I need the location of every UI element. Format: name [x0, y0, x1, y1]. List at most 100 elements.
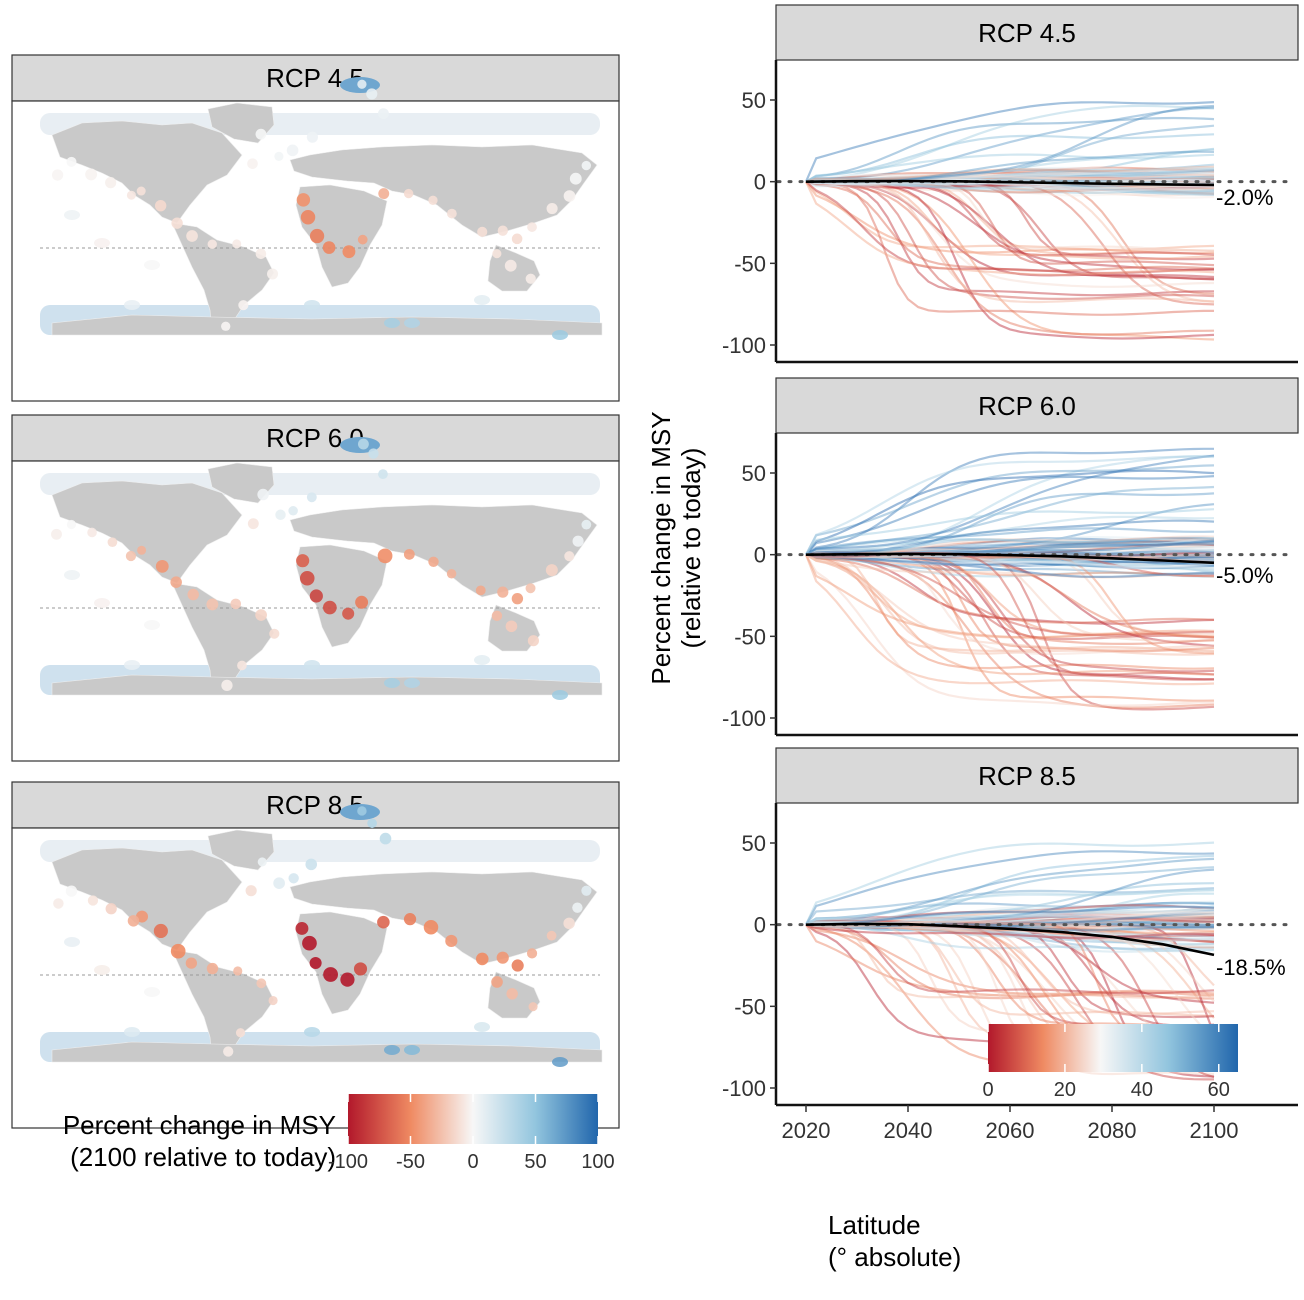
- coastal-cell: [309, 589, 323, 603]
- coastal-cell: [563, 917, 575, 930]
- stock-trajectory-line: [805, 922, 1215, 942]
- stock-trajectory-line: [805, 173, 1215, 184]
- ocean-cell: [404, 1045, 420, 1055]
- stock-trajectory-line: [805, 165, 1215, 183]
- chart-series-group: [804, 447, 1215, 711]
- stock-trajectory-line: [805, 166, 1215, 183]
- stock-trajectory-line: [805, 180, 1215, 341]
- msy-change-legend: Percent change in MSY (2100 relative to …: [63, 1094, 615, 1173]
- stock-trajectory-line: [805, 553, 1215, 567]
- ocean-cell: [94, 598, 110, 608]
- stock-trajectory-line: [805, 911, 1215, 928]
- coastal-cell: [232, 239, 242, 249]
- stock-trajectory-line: [804, 554, 1215, 686]
- coastal-cell: [255, 248, 267, 260]
- stock-trajectory-line: [805, 180, 1215, 336]
- land-mass: [295, 544, 388, 648]
- stock-trajectory-line: [805, 553, 1215, 670]
- ocean-cell: [384, 318, 400, 328]
- mean-end-label: -18.5%: [1216, 955, 1286, 980]
- land-mass: [171, 949, 275, 1063]
- coastal-cell: [527, 222, 537, 232]
- stock-trajectory-line: [805, 179, 1215, 190]
- stock-trajectory-line: [805, 179, 1215, 193]
- y-axis-label-line2: (relative to today): [676, 448, 706, 649]
- coastal-cell: [66, 156, 77, 167]
- coastal-cell: [322, 600, 337, 615]
- coastal-cell: [268, 995, 278, 1006]
- stock-trajectory-line: [805, 553, 1215, 624]
- coastal-cell: [378, 108, 389, 120]
- coastal-cell: [525, 273, 536, 284]
- msy-legend-title-line2: (2100 relative to today): [70, 1142, 336, 1172]
- msy-legend-colorbar: [348, 1094, 598, 1144]
- coastal-cell: [296, 193, 311, 207]
- coastal-cell: [511, 233, 523, 245]
- coastal-cell: [572, 535, 584, 547]
- stock-trajectory-line: [805, 553, 1215, 570]
- stock-trajectory-line: [805, 454, 1214, 556]
- stock-trajectory-line: [805, 912, 1215, 926]
- map-panel: RCP 6.0: [11, 414, 620, 762]
- ocean-cell: [552, 690, 568, 700]
- coastal-cell: [127, 915, 140, 927]
- coastal-cell: [171, 217, 183, 229]
- stock-trajectory-line: [806, 921, 1215, 933]
- coastal-cell: [569, 172, 582, 185]
- coastal-cell: [275, 509, 286, 520]
- stock-trajectory-line: [805, 170, 1214, 183]
- stock-trajectory-line: [805, 553, 1215, 656]
- stock-trajectory-line: [805, 553, 1215, 676]
- legend-tick-label: -100: [328, 1151, 368, 1173]
- coastal-cell: [136, 186, 146, 196]
- stock-trajectory-line: [805, 909, 1215, 926]
- coastal-cell: [366, 88, 378, 100]
- stock-trajectory-line: [805, 907, 1215, 926]
- coastal-cell: [497, 225, 508, 236]
- coastal-cell: [379, 832, 392, 845]
- stock-trajectory-line: [805, 147, 1215, 183]
- coastal-cell: [238, 300, 249, 311]
- x-tick-label: 2100: [1190, 1118, 1239, 1143]
- stock-trajectory-line: [805, 553, 1215, 651]
- stock-trajectory-line: [805, 921, 1215, 1019]
- world-map: [40, 77, 603, 340]
- stock-trajectory-line: [805, 177, 1215, 185]
- x-tick-label: 2080: [1088, 1118, 1137, 1143]
- coastal-cell: [322, 241, 336, 254]
- land-mass: [51, 120, 243, 224]
- stock-trajectory-line: [805, 464, 1215, 556]
- ocean-cell: [304, 300, 320, 310]
- stock-trajectory-line: [806, 180, 1214, 316]
- stock-trajectory-line: [805, 922, 1215, 995]
- y-tick-label: -50: [734, 624, 766, 649]
- stock-trajectory-line: [805, 180, 1215, 194]
- ocean-cell: [404, 318, 420, 328]
- y-tick-label: -100: [722, 706, 766, 731]
- coastal-cell: [269, 628, 280, 639]
- coastal-cell: [87, 527, 97, 538]
- legend-tick-label: -50: [396, 1151, 425, 1173]
- coastal-cell: [206, 962, 219, 975]
- ocean-cell: [94, 965, 110, 975]
- legend-tick-label: 20: [1054, 1079, 1076, 1101]
- ocean-cell: [552, 1057, 568, 1067]
- stock-trajectory-line: [805, 550, 1215, 558]
- ocean-cell: [474, 655, 490, 665]
- stock-trajectory-line: [805, 920, 1215, 928]
- stock-trajectory-line: [805, 553, 1214, 637]
- stock-trajectory-line: [805, 535, 1215, 556]
- lat-legend-ticks: 0 20 40 60: [982, 1024, 1230, 1101]
- stock-trajectory-line: [805, 923, 1215, 948]
- coastal-cell: [153, 923, 168, 939]
- coastal-cell: [446, 569, 457, 579]
- coastal-cell: [295, 922, 309, 935]
- coastal-cell: [428, 556, 439, 567]
- coastal-cell: [504, 259, 517, 272]
- y-tick-label: 50: [742, 461, 766, 486]
- stock-trajectory-line: [805, 543, 1215, 558]
- y-tick-label: 0: [754, 170, 766, 195]
- stock-trajectory-line: [805, 854, 1215, 926]
- stock-trajectory-line: [805, 850, 1215, 926]
